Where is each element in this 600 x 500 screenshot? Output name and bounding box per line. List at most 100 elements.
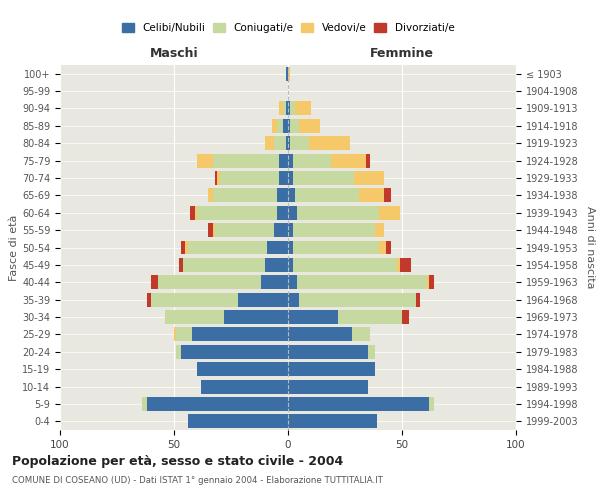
Bar bbox=[179, 258, 183, 272]
Bar bbox=[354, 171, 384, 185]
Bar bbox=[368, 345, 374, 358]
Bar bbox=[272, 119, 277, 133]
Bar bbox=[288, 380, 368, 394]
Y-axis label: Anni di nascita: Anni di nascita bbox=[585, 206, 595, 289]
Bar bbox=[286, 102, 288, 116]
Bar bbox=[151, 292, 238, 306]
Bar bbox=[338, 310, 402, 324]
Bar bbox=[279, 154, 288, 168]
Bar bbox=[288, 154, 293, 168]
Bar bbox=[290, 102, 295, 116]
Bar bbox=[365, 154, 370, 168]
Bar bbox=[181, 345, 288, 358]
Bar bbox=[181, 240, 185, 254]
Bar bbox=[176, 328, 192, 342]
Bar bbox=[290, 136, 308, 150]
Bar bbox=[277, 206, 288, 220]
Bar bbox=[297, 206, 379, 220]
Bar bbox=[430, 397, 434, 411]
Bar bbox=[213, 154, 279, 168]
Bar bbox=[194, 206, 197, 220]
Bar bbox=[208, 188, 213, 202]
Legend: Celibi/Nubili, Coniugati/e, Vedovi/e, Divorziati/e: Celibi/Nubili, Coniugati/e, Vedovi/e, Di… bbox=[118, 19, 458, 38]
Bar bbox=[379, 206, 400, 220]
Bar bbox=[359, 188, 384, 202]
Bar bbox=[197, 154, 213, 168]
Bar bbox=[427, 276, 430, 289]
Bar bbox=[286, 136, 288, 150]
Bar bbox=[185, 240, 188, 254]
Bar bbox=[265, 136, 274, 150]
Bar bbox=[146, 292, 151, 306]
Bar bbox=[197, 362, 288, 376]
Bar bbox=[279, 102, 283, 116]
Bar bbox=[293, 240, 379, 254]
Bar bbox=[183, 258, 265, 272]
Bar bbox=[400, 258, 411, 272]
Bar bbox=[158, 276, 260, 289]
Bar bbox=[188, 414, 288, 428]
Bar bbox=[384, 188, 391, 202]
Bar bbox=[220, 171, 279, 185]
Bar bbox=[146, 397, 288, 411]
Bar bbox=[217, 171, 220, 185]
Bar bbox=[188, 240, 268, 254]
Bar bbox=[352, 328, 370, 342]
Text: Femmine: Femmine bbox=[370, 47, 434, 60]
Text: COMUNE DI COSEANO (UD) - Dati ISTAT 1° gennaio 2004 - Elaborazione TUTTITALIA.IT: COMUNE DI COSEANO (UD) - Dati ISTAT 1° g… bbox=[12, 476, 383, 485]
Bar bbox=[299, 292, 416, 306]
Text: Maschi: Maschi bbox=[149, 47, 199, 60]
Bar bbox=[386, 240, 391, 254]
Bar bbox=[293, 258, 397, 272]
Bar bbox=[202, 380, 288, 394]
Bar bbox=[402, 310, 409, 324]
Bar bbox=[283, 119, 288, 133]
Bar bbox=[430, 276, 434, 289]
Bar bbox=[297, 276, 427, 289]
Bar bbox=[374, 223, 384, 237]
Bar bbox=[293, 223, 374, 237]
Bar bbox=[192, 328, 288, 342]
Bar bbox=[308, 136, 350, 150]
Bar bbox=[268, 240, 288, 254]
Bar bbox=[283, 102, 286, 116]
Y-axis label: Fasce di età: Fasce di età bbox=[9, 214, 19, 280]
Bar bbox=[213, 188, 277, 202]
Bar bbox=[238, 292, 288, 306]
Bar bbox=[288, 136, 290, 150]
Bar bbox=[279, 171, 288, 185]
Bar bbox=[293, 171, 354, 185]
Bar bbox=[286, 66, 288, 80]
Bar bbox=[277, 119, 283, 133]
Bar bbox=[288, 223, 293, 237]
Bar bbox=[288, 258, 293, 272]
Bar bbox=[288, 292, 299, 306]
Bar bbox=[277, 188, 288, 202]
Bar bbox=[295, 188, 359, 202]
Bar bbox=[288, 276, 297, 289]
Bar bbox=[288, 171, 293, 185]
Bar bbox=[288, 362, 374, 376]
Bar bbox=[288, 397, 430, 411]
Bar bbox=[165, 310, 224, 324]
Bar bbox=[288, 206, 297, 220]
Bar bbox=[288, 188, 295, 202]
Bar bbox=[197, 206, 277, 220]
Bar bbox=[151, 276, 158, 289]
Bar bbox=[288, 119, 290, 133]
Bar bbox=[215, 171, 217, 185]
Bar bbox=[299, 119, 320, 133]
Bar bbox=[274, 223, 288, 237]
Bar bbox=[295, 102, 311, 116]
Bar bbox=[397, 258, 400, 272]
Bar bbox=[213, 223, 215, 237]
Bar bbox=[142, 397, 146, 411]
Bar bbox=[260, 276, 288, 289]
Bar bbox=[274, 136, 286, 150]
Bar bbox=[215, 223, 274, 237]
Bar bbox=[288, 328, 352, 342]
Bar bbox=[331, 154, 365, 168]
Bar bbox=[288, 310, 338, 324]
Bar bbox=[176, 345, 181, 358]
Bar bbox=[288, 345, 368, 358]
